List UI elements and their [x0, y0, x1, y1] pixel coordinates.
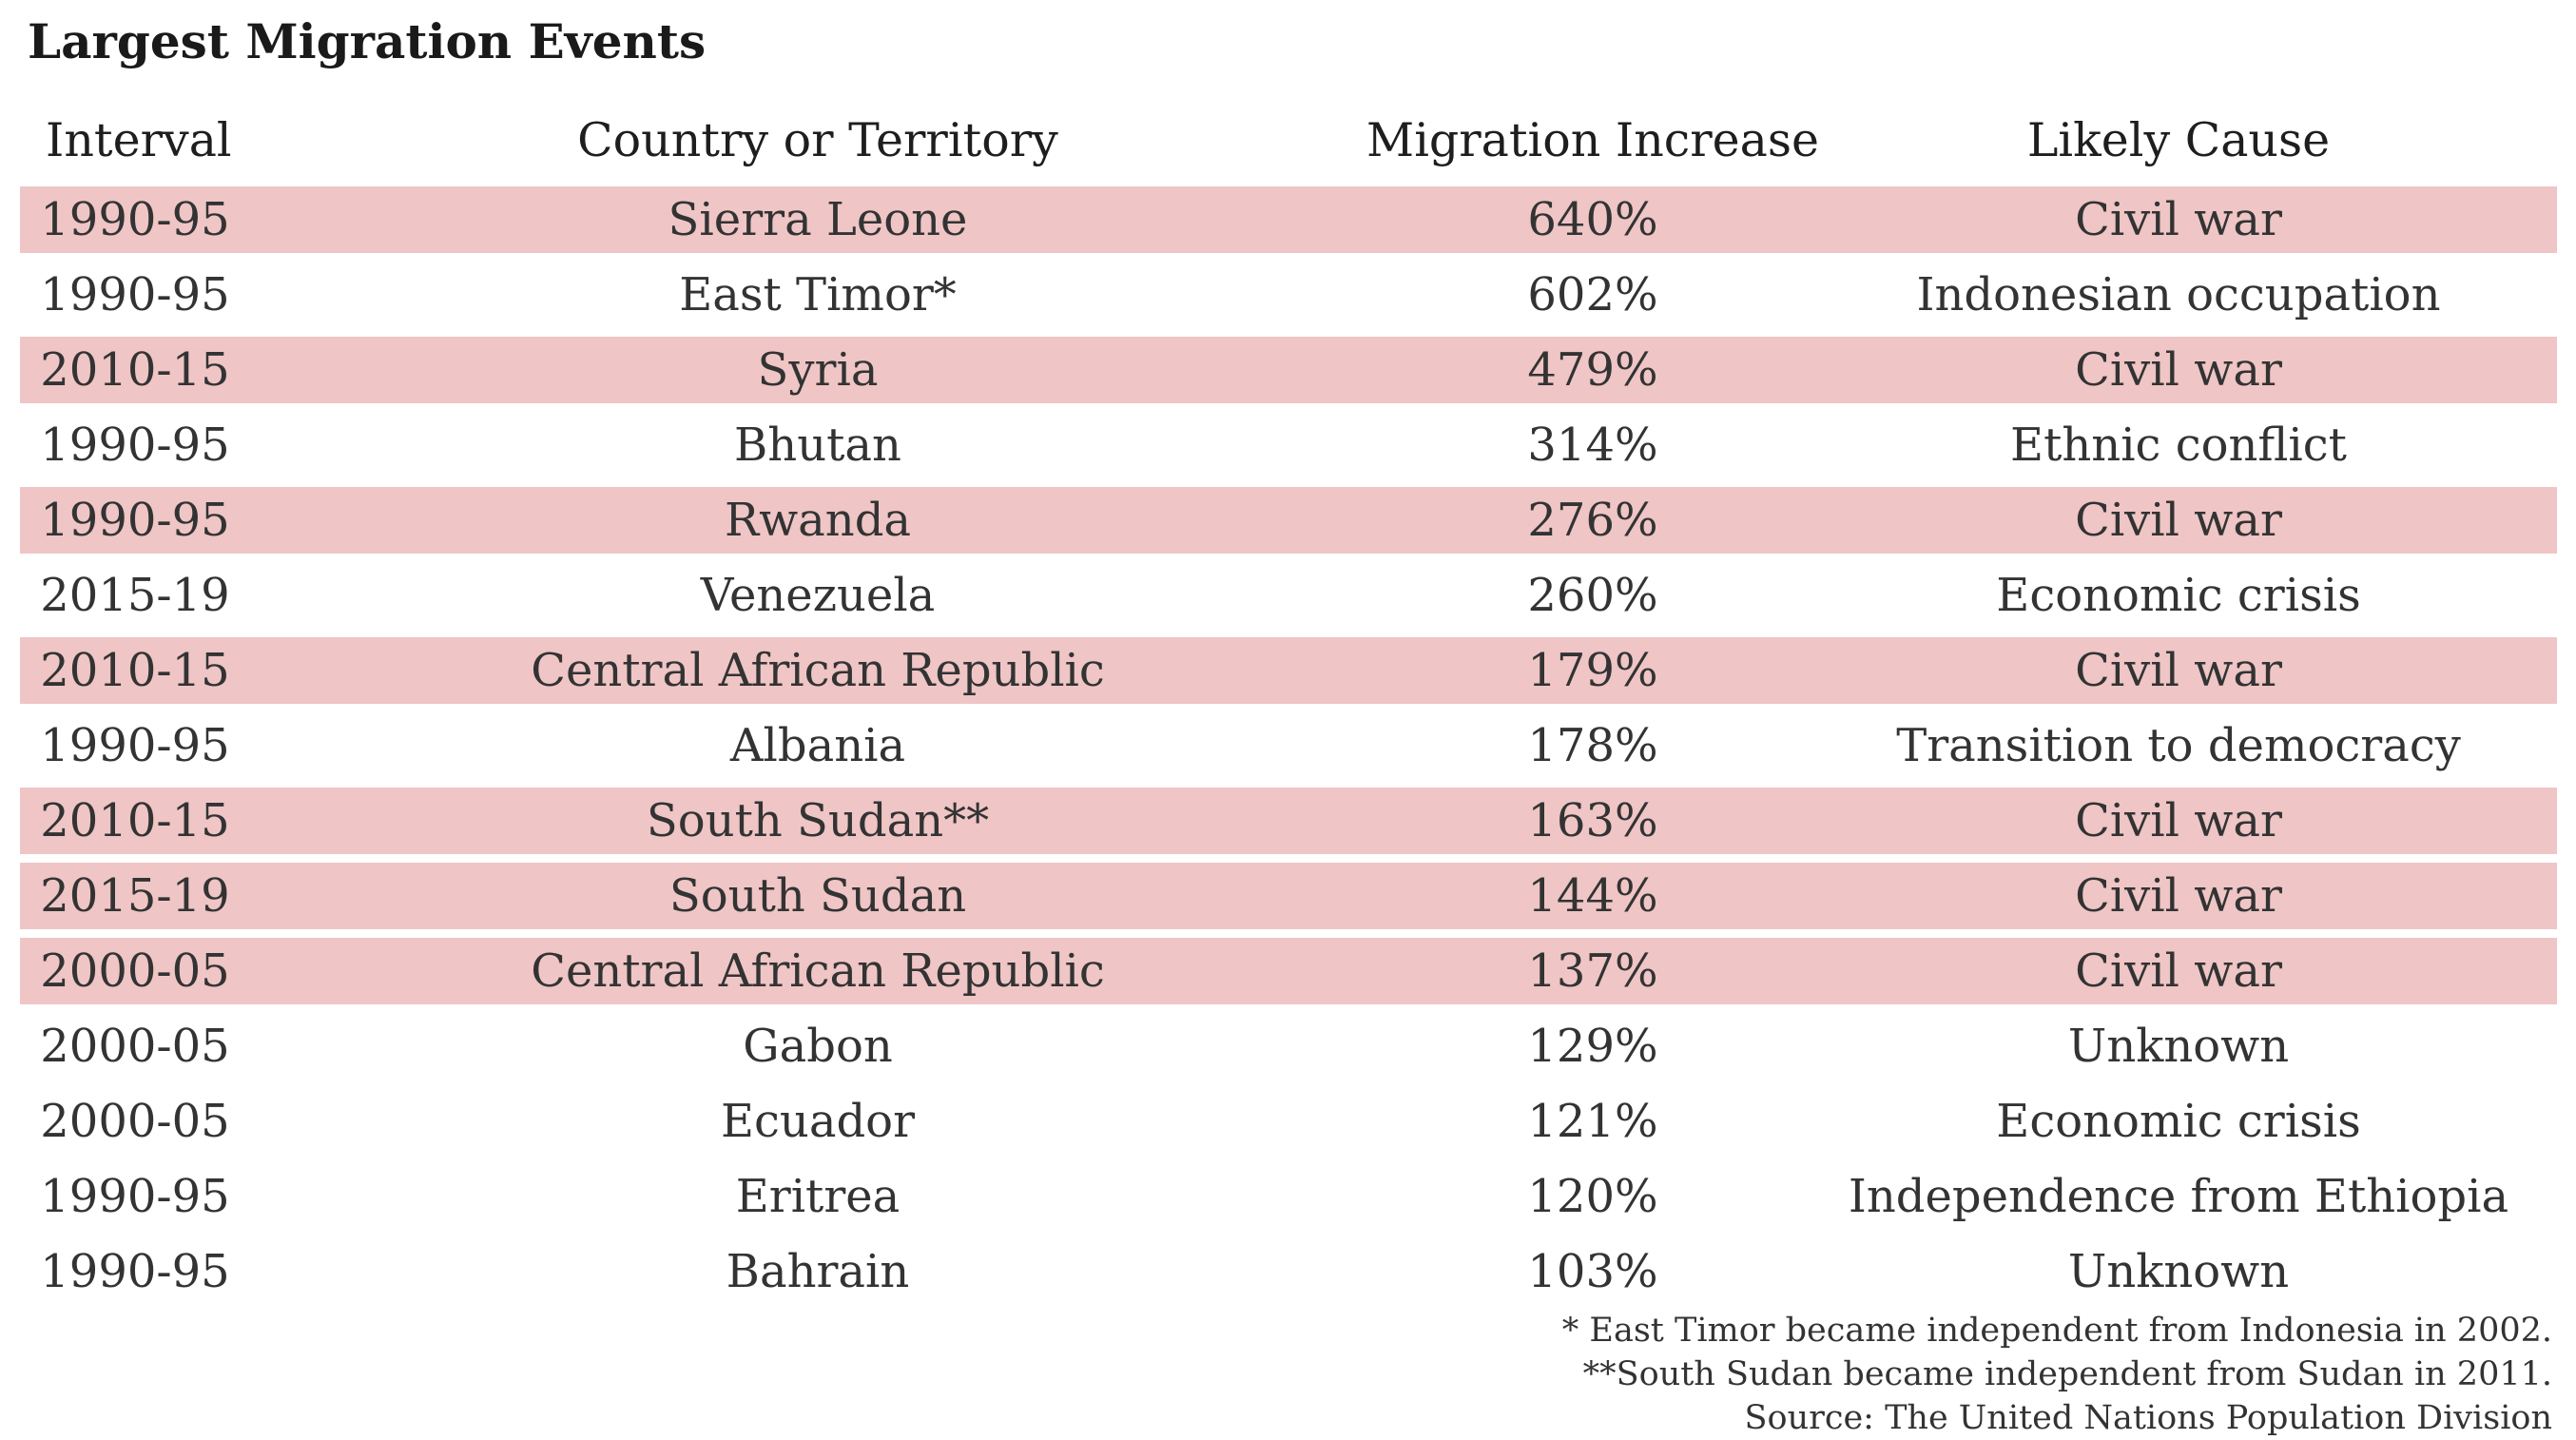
cell-migration-increase: 103%: [1527, 1245, 1658, 1298]
cell-migration-increase: 314%: [1527, 418, 1658, 472]
cell-migration-increase: 640%: [1527, 193, 1658, 246]
cell-interval: 1990-95: [40, 193, 230, 246]
cell-migration-increase: 602%: [1527, 268, 1658, 321]
cell-interval: 2010-15: [40, 794, 230, 847]
table-row: 1990-95 Bahrain 103% Unknown: [20, 1238, 2557, 1305]
cell-migration-increase: 121%: [1527, 1095, 1658, 1148]
cell-migration-increase: 276%: [1527, 494, 1658, 547]
cell-interval: 1990-95: [40, 418, 230, 472]
table-row: 1990-95 East Timor* 602% Indonesian occupat…: [20, 262, 2557, 328]
cell-interval: 2010-15: [40, 644, 230, 697]
cell-likely-cause: Economic crisis: [1996, 1095, 2361, 1148]
table-row: 2010-15 South Sudan** 163% Civil war: [20, 788, 2557, 854]
cell-likely-cause: Civil war: [2075, 869, 2282, 923]
data-table: Interval Country or Territory Migration …: [20, 103, 2557, 1305]
table-body: 1990-95 Sierra Leone 640% Civil war 1990-95 E…: [20, 186, 2557, 1305]
cell-likely-cause: Transition to democracy: [1896, 719, 2461, 772]
cell-likely-cause: Independence from Ethiopia: [1848, 1170, 2509, 1223]
cell-country: Bahrain: [726, 1245, 910, 1298]
cell-country: South Sudan**: [646, 794, 990, 847]
cell-likely-cause: Civil war: [2075, 193, 2282, 246]
cell-migration-increase: 260%: [1527, 569, 1658, 622]
cell-likely-cause: Unknown: [2067, 1245, 2290, 1298]
table-header-row: Interval Country or Territory Migration …: [20, 103, 2557, 178]
cell-country: Central African Republic: [531, 944, 1105, 998]
table-row: 2015-19 Venezuela 260% Economic crisis: [20, 562, 2557, 629]
cell-country: South Sudan: [668, 869, 967, 923]
cell-interval: 1990-95: [40, 494, 230, 547]
column-header-interval: Interval: [46, 113, 232, 167]
cell-country: Albania: [729, 719, 906, 772]
cell-interval: 1990-95: [40, 719, 230, 772]
cell-interval: 2015-19: [40, 869, 230, 923]
cell-country: Syria: [757, 343, 879, 397]
table-row: 2010-15 Central African Republic 179% Civil…: [20, 637, 2557, 704]
cell-migration-increase: 163%: [1527, 794, 1658, 847]
cell-likely-cause: Unknown: [2067, 1020, 2290, 1073]
cell-migration-increase: 137%: [1527, 944, 1658, 998]
table-row: 2000-05 Gabon 129% Unknown: [20, 1013, 2557, 1080]
table-row: 1990-95 Albania 178% Transition to democrac…: [20, 712, 2557, 779]
cell-likely-cause: Civil war: [2075, 944, 2282, 998]
cell-likely-cause: Civil war: [2075, 343, 2282, 397]
cell-likely-cause: Civil war: [2075, 644, 2282, 697]
cell-interval: 2010-15: [40, 343, 230, 397]
footnote-east-timor: * East Timor became independent from Ind…: [1561, 1312, 2552, 1350]
cell-country: Sierra Leone: [668, 193, 968, 246]
footnotes: * East Timor became independent from Ind…: [1562, 1309, 2552, 1440]
cell-likely-cause: Ethnic conflict: [2010, 418, 2347, 472]
column-header-likely-cause: Likely Cause: [2026, 113, 2331, 167]
column-header-migration-increase: Migration Increase: [1366, 113, 1819, 167]
table-row: 1990-95 Sierra Leone 640% Civil war: [20, 186, 2557, 253]
cell-country: Eritrea: [735, 1170, 901, 1223]
cell-likely-cause: Civil war: [2075, 494, 2282, 547]
cell-interval: 1990-95: [40, 268, 230, 321]
table-row: 1990-95 Rwanda 276% Civil war: [20, 487, 2557, 554]
table-row: 2015-19 South Sudan 144% Civil war: [20, 863, 2557, 929]
footnote-south-sudan: **South Sudan became independent from Su…: [1582, 1355, 2552, 1393]
cell-migration-increase: 179%: [1527, 644, 1658, 697]
cell-country: Central African Republic: [531, 644, 1105, 697]
cell-likely-cause: Civil war: [2075, 794, 2282, 847]
table-row: 2010-15 Syria 479% Civil war: [20, 337, 2557, 403]
table-row: 2000-05 Ecuador 121% Economic crisis: [20, 1088, 2557, 1155]
cell-country: Venezuela: [700, 569, 936, 622]
table-row: 1990-95 Eritrea 120% Independence from Ethi…: [20, 1163, 2557, 1230]
cell-likely-cause: Economic crisis: [1996, 569, 2361, 622]
cell-interval: 2015-19: [40, 569, 230, 622]
cell-interval: 2000-05: [40, 1095, 230, 1148]
cell-migration-increase: 479%: [1527, 343, 1658, 397]
cell-interval: 2000-05: [40, 944, 230, 998]
cell-interval: 1990-95: [40, 1245, 230, 1298]
cell-migration-increase: 178%: [1527, 719, 1658, 772]
table-row: 1990-95 Bhutan 314% Ethnic conflict: [20, 412, 2557, 478]
cell-country: East Timor*: [679, 268, 957, 321]
chart-title: Largest Migration Events: [28, 13, 707, 69]
cell-country: Gabon: [743, 1020, 893, 1073]
column-header-country: Country or Territory: [577, 113, 1058, 167]
cell-country: Rwanda: [724, 494, 912, 547]
cell-country: Bhutan: [734, 418, 901, 472]
cell-migration-increase: 144%: [1527, 869, 1658, 923]
source-note: Source: The United Nations Population Di…: [1744, 1399, 2552, 1437]
cell-interval: 2000-05: [40, 1020, 230, 1073]
cell-migration-increase: 120%: [1527, 1170, 1658, 1223]
cell-interval: 1990-95: [40, 1170, 230, 1223]
cell-country: Ecuador: [720, 1095, 916, 1148]
cell-migration-increase: 129%: [1527, 1020, 1658, 1073]
cell-likely-cause: Indonesian occupation: [1916, 268, 2441, 321]
table-row: 2000-05 Central African Republic 137% Civil…: [20, 938, 2557, 1004]
